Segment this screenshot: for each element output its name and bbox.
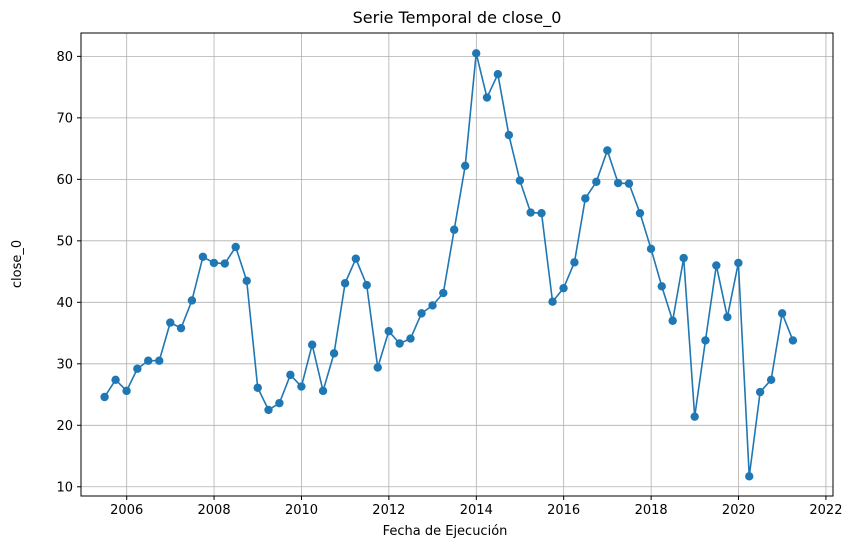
data-point — [428, 301, 437, 310]
data-point — [559, 283, 568, 293]
y-tick-label: 50 — [56, 234, 73, 249]
data-point — [570, 258, 579, 267]
data-point — [603, 146, 612, 155]
data-point — [493, 70, 503, 79]
series-layer — [100, 49, 798, 481]
x-axis-label: Fecha de Ejecución — [383, 524, 508, 539]
data-point — [635, 208, 645, 218]
data-point — [329, 349, 339, 358]
data-point — [264, 405, 273, 415]
x-tick-label: 2020 — [722, 503, 755, 518]
data-point — [417, 309, 426, 318]
data-point — [679, 253, 688, 263]
x-axis-ticks: 2006 2008 2010 2012 2014 2016 2018 2020 2022 — [110, 496, 842, 518]
data-point — [286, 370, 295, 380]
data-point — [220, 259, 230, 268]
data-point — [745, 472, 754, 481]
data-point — [198, 252, 208, 262]
data-point — [351, 254, 361, 263]
data-point — [504, 130, 514, 140]
data-point — [712, 261, 721, 270]
data-point — [340, 279, 350, 288]
data-point — [231, 242, 240, 252]
data-point — [482, 93, 492, 102]
data-point — [100, 392, 109, 402]
data-point — [734, 258, 743, 268]
chart-title: Serie Temporal de close_0 — [353, 8, 562, 28]
data-point — [275, 398, 284, 408]
y-axis-label: close_0 — [10, 240, 25, 288]
x-tick-label: 2006 — [110, 503, 143, 518]
data-point — [209, 258, 219, 268]
data-point — [537, 208, 546, 218]
data-point — [646, 244, 656, 254]
data-point — [526, 208, 535, 217]
data-point — [362, 280, 371, 290]
data-point — [395, 339, 404, 348]
x-tick-label: 2008 — [198, 503, 231, 518]
data-point — [406, 334, 415, 343]
data-point — [592, 177, 601, 186]
data-point — [624, 179, 634, 188]
data-point — [133, 364, 142, 373]
y-axis-ticks: 10 20 30 40 50 60 70 80 — [56, 50, 81, 495]
data-point — [613, 178, 623, 188]
data-point — [111, 375, 120, 384]
y-tick-label: 40 — [56, 296, 73, 311]
data-point — [461, 161, 470, 171]
data-point — [176, 323, 186, 333]
x-tick-label: 2014 — [460, 503, 493, 518]
y-tick-label: 60 — [56, 173, 73, 188]
data-point — [766, 375, 776, 384]
data-point — [690, 412, 699, 421]
data-point — [449, 225, 459, 234]
data-point — [581, 194, 590, 203]
y-tick-label: 70 — [56, 111, 73, 126]
data-point — [668, 316, 677, 325]
x-tick-label: 2010 — [285, 503, 318, 518]
data-point — [318, 386, 328, 396]
data-point — [548, 297, 557, 306]
y-tick-label: 80 — [56, 50, 73, 65]
data-point — [515, 176, 525, 185]
data-point — [472, 49, 481, 58]
data-point — [307, 340, 317, 349]
data-point — [297, 382, 306, 391]
data-point — [701, 336, 710, 345]
data-point — [755, 387, 765, 397]
x-tick-label: 2016 — [547, 503, 580, 518]
y-tick-label: 30 — [56, 357, 73, 372]
data-point — [788, 336, 798, 345]
series-line — [103, 52, 794, 478]
plot-frame — [80, 32, 834, 497]
grid-layer — [81, 33, 833, 496]
data-point — [242, 276, 251, 285]
data-point — [144, 356, 153, 365]
data-point — [122, 386, 131, 396]
data-point — [439, 288, 448, 298]
data-point — [777, 309, 787, 318]
y-tick-label: 10 — [56, 480, 73, 495]
data-point — [373, 363, 382, 372]
data-point — [384, 327, 393, 336]
data-point — [253, 383, 262, 392]
data-point — [155, 356, 164, 365]
y-tick-label: 20 — [56, 419, 73, 434]
x-tick-label: 2018 — [635, 503, 668, 518]
data-point — [723, 312, 732, 322]
data-point — [187, 296, 197, 305]
x-tick-label: 2012 — [372, 503, 405, 518]
x-tick-label: 2022 — [809, 503, 842, 518]
data-point — [166, 318, 175, 327]
data-point — [657, 282, 666, 291]
